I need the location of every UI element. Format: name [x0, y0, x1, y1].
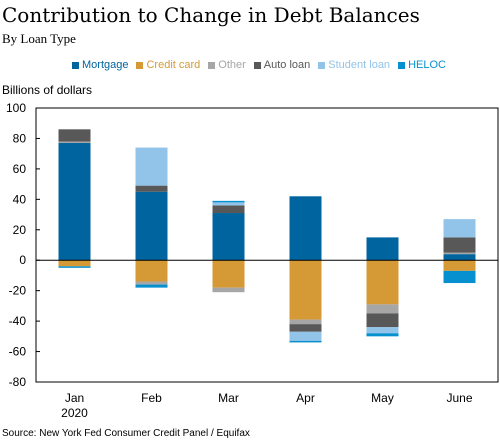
legend-swatch-other [208, 61, 216, 69]
legend-label-other: Other [218, 59, 246, 71]
y-tick-label: -20 [9, 284, 27, 298]
y-tick-label: -80 [9, 375, 27, 389]
legend-item-mortgage: Mortgage [72, 59, 128, 71]
bar-segment-mortgage-1 [135, 191, 168, 261]
bar-segment-heloc-3 [289, 340, 322, 343]
legend-label-credit-card: Credit card [146, 59, 201, 71]
legend-label-heloc: HELOC [408, 59, 446, 71]
bar-segment-mortgage-2 [212, 213, 245, 261]
y-tick-label: 20 [13, 223, 27, 237]
source-note: Source: New York Fed Consumer Credit Pan… [2, 428, 250, 439]
bar-segment-student-loan-1 [135, 147, 168, 186]
bar-segment-other-5 [443, 252, 476, 255]
bar-segment-mortgage-5 [443, 254, 476, 261]
legend-swatch-mortgage [72, 61, 79, 69]
x-tick-label: Feb [141, 391, 162, 405]
y-tick-label: 40 [13, 192, 27, 206]
x-tick-label: Jan 2020 [61, 391, 88, 420]
bar-segment-heloc-4 [366, 333, 399, 337]
legend-label-auto-loan: Auto loan [263, 59, 311, 71]
legend-item-auto-loan: Auto loan [253, 59, 311, 71]
legend-swatch-heloc [398, 61, 406, 69]
legend: Mortgage Credit card Other Auto loan Stu… [72, 58, 454, 72]
bar-segment-auto-loan-2 [212, 205, 245, 214]
bar-segment-credit-card-5 [443, 260, 476, 271]
legend-item-other: Other [208, 59, 246, 71]
y-tick-label: -60 [9, 345, 27, 359]
bar-segment-auto-loan-5 [443, 237, 476, 253]
y-tick-label: 80 [13, 131, 27, 145]
chart-title: Contribution to Change in Debt Balances [2, 3, 420, 27]
bar-segment-other-4 [366, 304, 399, 314]
bar-segment-other-2 [212, 287, 245, 293]
bar-segment-student-loan-2 [212, 202, 245, 206]
x-axis: Jan 2020 Feb Mar Apr May June [61, 391, 473, 420]
legend-label-mortgage: Mortgage [82, 59, 129, 71]
bar-segment-auto-loan-3 [289, 324, 322, 332]
bar-segment-heloc-5 [443, 270, 476, 284]
legend-item-heloc: HELOC [398, 59, 446, 71]
bar-segment-other-0 [58, 141, 91, 144]
legend-swatch-credit-card [136, 61, 144, 69]
bar-segment-credit-card-1 [135, 260, 168, 282]
x-tick-label: Apr [296, 391, 315, 405]
bar-segment-auto-loan-1 [135, 185, 168, 192]
y-axis: -80 -60 -40 -20 0 20 40 60 80 100 [6, 101, 40, 389]
bar-segment-heloc-1 [135, 284, 168, 288]
y-tick-label: -40 [9, 314, 27, 328]
y-tick-label: 100 [6, 101, 26, 115]
y-tick-label: 60 [13, 162, 27, 176]
x-tick-label: May [371, 391, 394, 405]
bar-segment-credit-card-3 [289, 260, 322, 320]
legend-label-student-loan: Student loan [328, 59, 391, 71]
bar-segment-heloc-0 [58, 266, 91, 268]
bar-segment-credit-card-4 [366, 260, 399, 305]
plot-frame [35, 107, 499, 383]
legend-swatch-auto-loan [253, 61, 261, 69]
bar-segment-other-1 [135, 281, 168, 285]
bars-group [58, 129, 476, 343]
x-tick-label: June [446, 391, 472, 405]
legend-item-credit-card: Credit card [136, 59, 200, 71]
bar-segment-mortgage-4 [366, 237, 399, 261]
legend-item-student-loan: Student loan [318, 59, 390, 71]
y-tick-label: 0 [19, 253, 26, 267]
bar-segment-heloc-2 [212, 200, 245, 203]
legend-swatch-student-loan [318, 61, 326, 69]
bar-segment-student-loan-5 [443, 219, 476, 238]
bar-segment-auto-loan-4 [366, 313, 399, 328]
bar-segment-credit-card-2 [212, 260, 245, 288]
x-tick-label: Mar [218, 391, 239, 405]
bar-segment-auto-loan-0 [58, 129, 91, 142]
bar-segment-student-loan-3 [289, 331, 322, 341]
bar-segment-other-3 [289, 319, 322, 325]
bar-segment-credit-card-0 [58, 260, 91, 267]
bar-segment-student-loan-4 [366, 327, 399, 334]
y-axis-unit-label: Billions of dollars [2, 83, 93, 97]
chart-subtitle: By Loan Type [2, 31, 76, 46]
bar-segment-mortgage-0 [58, 143, 91, 261]
bar-segment-mortgage-3 [289, 196, 322, 261]
